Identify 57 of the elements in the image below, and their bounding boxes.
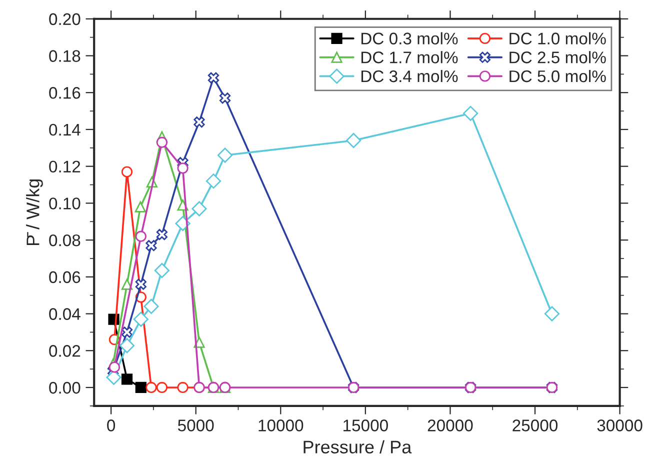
x-tick-label: 15000 [344,420,388,432]
point [219,92,231,104]
point [208,72,220,84]
point [346,132,362,148]
y-tick-label: 0.02 [49,345,80,357]
point [156,228,168,240]
legend-label: DC 1.0 mol% [510,32,606,44]
y-tick-label: 0.14 [49,124,80,136]
y-tick-label: 0.00 [49,382,80,394]
legend-label: DC 2.5 mol% [510,51,606,64]
point [194,116,205,128]
x-tick-label: 25000 [512,420,558,432]
y-axis-title: P̄ / W/kg [26,179,43,246]
y-tick-label: 0.16 [49,87,80,99]
y-tick-label: 0.04 [49,308,80,320]
legend-label: DC 5.0 mol% [510,70,606,82]
point [156,382,168,394]
point [192,201,207,216]
point [135,230,146,242]
point [462,106,478,121]
y-tick-label: 0.18 [49,50,80,62]
legend-label: DC 0.3 mol% [361,32,458,44]
point [108,362,120,373]
point [144,298,159,314]
y-tick-label: 0.12 [49,160,80,173]
point [177,382,188,394]
x-tick-label: 5000 [178,420,214,432]
y-tick-label: 0.08 [49,234,80,246]
point [206,174,222,189]
point [121,278,133,290]
y-tick-label: 0.20 [49,13,80,26]
x-tick-label: 30000 [597,420,642,432]
point [135,278,146,290]
point [154,262,170,278]
point [156,136,168,148]
x-tick-label: 0 [107,420,116,432]
legend-label: DC 3.4 mol% [361,70,458,82]
point [134,201,146,212]
x-tick-label: 20000 [428,420,473,432]
point [121,166,133,178]
y-tick-label: 0.10 [49,198,80,210]
point [121,374,133,385]
point [175,216,190,232]
x-tick-label: 10000 [258,420,304,432]
point [119,338,135,354]
y-tick-label: 0.06 [49,271,80,284]
legend-label: DC 1.7 mol% [361,51,458,64]
point [146,240,157,252]
point [121,326,133,338]
point [133,312,148,327]
point [135,382,146,394]
point [146,382,157,394]
point [177,162,188,174]
point [544,306,560,322]
x-axis-title: Pressure / Pa [304,440,412,454]
point [217,148,233,163]
point [106,370,122,385]
